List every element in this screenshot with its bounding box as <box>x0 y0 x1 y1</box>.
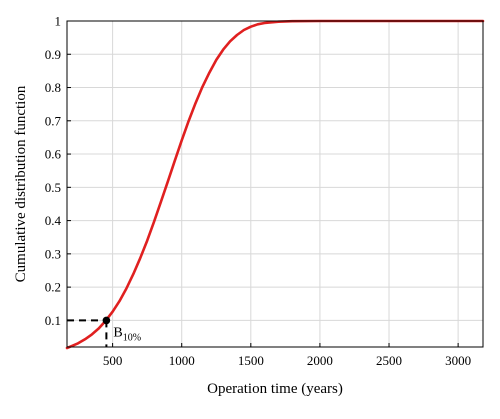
plot-frame <box>66 20 484 348</box>
y-tick-labels: 0.1 0.2 0.3 0.4 0.5 0.6 0.7 0.8 0.9 1 <box>45 14 62 328</box>
b10-label-subscript: 10% <box>123 332 141 343</box>
b10-label-main: B <box>113 325 122 340</box>
x-tick-label: 1500 <box>238 353 264 368</box>
y-tick-label: 0.9 <box>45 47 61 62</box>
y-tick-label: 1 <box>55 14 62 29</box>
y-tick-label: 0.6 <box>45 147 62 162</box>
y-tick-label: 0.8 <box>45 80 61 95</box>
cdf-curve <box>65 19 485 350</box>
y-tick-label: 0.3 <box>45 246 61 261</box>
y-axis-label: Cumulative distribution function <box>13 85 29 282</box>
x-tick-label: 3000 <box>445 353 471 368</box>
b10-marker <box>102 316 111 325</box>
x-tick-label: 2000 <box>307 353 333 368</box>
x-tick-labels: 500 1000 1500 2000 2500 3000 <box>103 353 471 368</box>
y-tick-label: 0.7 <box>45 113 62 128</box>
series-layer <box>65 19 485 350</box>
x-tick-label: 2500 <box>376 353 402 368</box>
y-tick-label: 0.2 <box>45 280 61 295</box>
y-tick-label: 0.1 <box>45 313 61 328</box>
x-axis-label: Operation time (years) <box>207 381 343 397</box>
y-tick-label: 0.5 <box>45 180 61 195</box>
b10-label: B10% <box>113 325 141 343</box>
x-tick-label: 1000 <box>169 353 195 368</box>
y-tick-label: 0.4 <box>45 213 62 228</box>
annotation-layer: B10% <box>102 316 141 343</box>
grid-lines <box>67 20 483 347</box>
reference-lines <box>67 319 108 347</box>
x-tick-label: 500 <box>103 353 123 368</box>
